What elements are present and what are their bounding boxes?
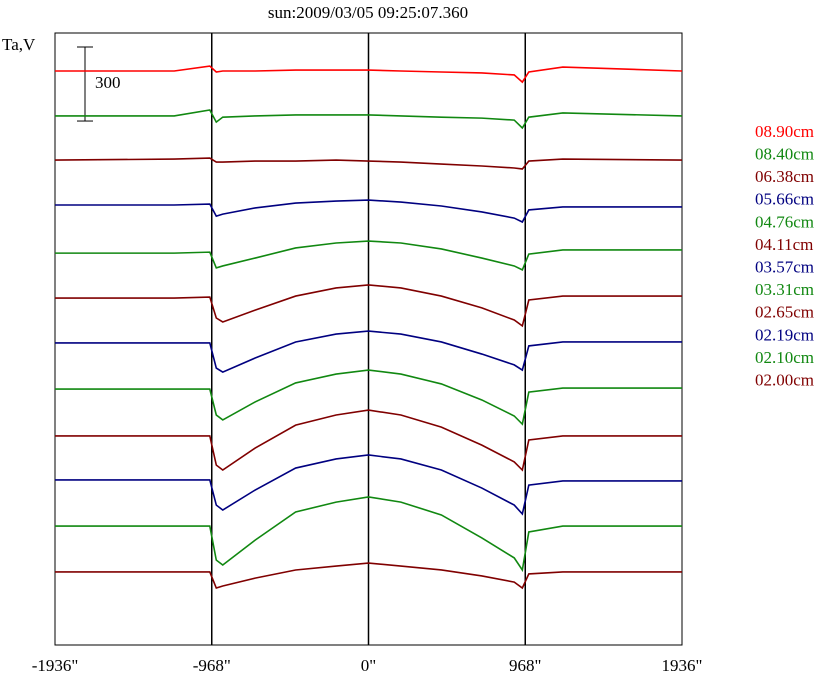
legend-entry: 06.38cm xyxy=(755,167,814,186)
legend-entry: 08.90cm xyxy=(755,122,814,141)
legend-entry: 03.57cm xyxy=(755,258,814,277)
scale-bar xyxy=(77,46,93,122)
trace xyxy=(55,496,682,573)
legend-entry: 02.10cm xyxy=(755,348,814,367)
x-tick-label: 968" xyxy=(509,656,541,675)
trace xyxy=(54,157,683,170)
trace xyxy=(55,240,682,271)
legend-entry: 02.00cm xyxy=(755,371,814,390)
x-tick-label: -1936" xyxy=(32,656,79,675)
trace xyxy=(55,199,682,224)
legend-entry: 03.31cm xyxy=(755,280,814,299)
x-tick-label: -968" xyxy=(193,656,231,675)
x-tick-label: 0" xyxy=(361,656,376,675)
trace xyxy=(55,330,682,373)
x-tick-label: 1936" xyxy=(662,656,703,675)
scale-bar-label: 300 xyxy=(95,73,121,92)
legend-entry: 04.11cm xyxy=(755,235,813,254)
legend-entry: 02.65cm xyxy=(755,303,814,322)
legend-entry: 02.19cm xyxy=(755,325,814,344)
chart-title: sun:2009/03/05 09:25:07.360 xyxy=(268,3,468,22)
trace xyxy=(55,369,682,426)
trace xyxy=(55,284,682,328)
y-axis-label: Ta,V xyxy=(2,35,36,54)
trace xyxy=(55,454,682,516)
trace xyxy=(55,562,682,590)
legend-entry: 08.40cm xyxy=(755,145,814,164)
legend-entry: 04.76cm xyxy=(755,212,814,231)
trace xyxy=(55,409,682,472)
trace xyxy=(55,65,683,84)
trace xyxy=(55,109,683,130)
legend-entry: 05.66cm xyxy=(755,190,814,209)
